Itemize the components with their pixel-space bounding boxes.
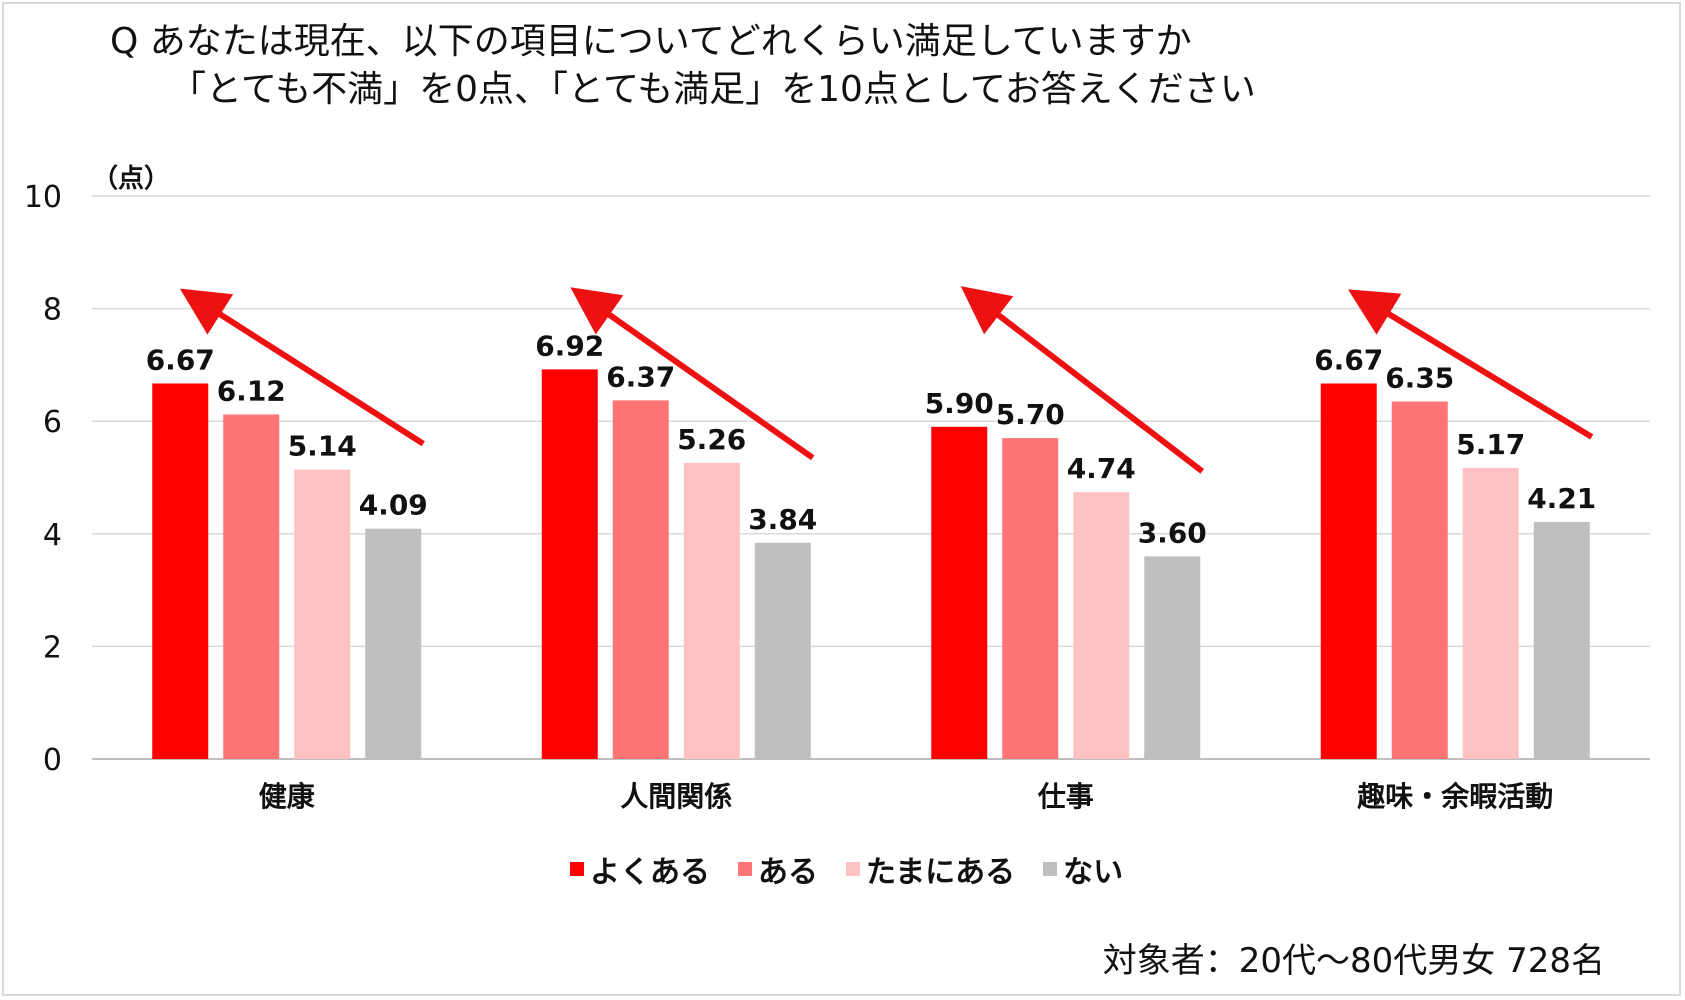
bar-2-2 <box>612 400 669 759</box>
legend-swatch <box>846 862 860 876</box>
chart-title: Q あなたは現在、以下の項目についてどれくらい満足していますか 「とても不満」を… <box>110 18 1256 114</box>
bar-2-1 <box>541 369 598 759</box>
data-label: 6.35 <box>1385 361 1454 394</box>
trend-arrow <box>960 286 1205 474</box>
data-label: 4.21 <box>1527 482 1596 515</box>
legend-label: よくある <box>590 855 710 890</box>
bar-1-3 <box>294 469 351 759</box>
y-tick-label: 2 <box>43 630 62 665</box>
chart-legend: よくある ある たまにある ない <box>570 847 1123 891</box>
data-label: 4.09 <box>359 489 428 522</box>
bar-4-3 <box>1462 467 1519 759</box>
title-line-2: 「とても不満」を0点、「とても満足」を10点としてお答えください <box>170 69 1256 110</box>
data-label: 4.74 <box>1067 452 1136 485</box>
data-label: 6.67 <box>146 343 215 376</box>
legend-swatch <box>1043 862 1058 876</box>
bar-3-1 <box>931 426 988 759</box>
data-label: 5.26 <box>677 423 746 456</box>
title-line-1: Q あなたは現在、以下の項目についてどれくらい満足していますか <box>110 21 1192 62</box>
y-tick-label: 6 <box>43 405 62 440</box>
sample-note: 対象者：20代～80代男女 728名 <box>1102 941 1605 981</box>
data-label: 5.14 <box>288 430 357 463</box>
bar-2-4 <box>754 542 811 759</box>
category-label: 人間関係 <box>620 780 732 813</box>
bar-1-4 <box>365 528 422 759</box>
legend-label: たまにある <box>866 855 1016 890</box>
category-label: 趣味・余暇活動 <box>1357 780 1553 813</box>
bar-3-4 <box>1144 556 1201 759</box>
y-tick-label: 0 <box>43 743 62 778</box>
category-label: 仕事 <box>1037 780 1094 813</box>
legend-item: ない <box>1043 847 1123 891</box>
trend-arrow <box>570 287 815 461</box>
data-label: 5.90 <box>925 387 994 420</box>
bar-3-3 <box>1073 492 1130 759</box>
bar-3-2 <box>1002 438 1059 759</box>
bar-1-2 <box>223 414 280 759</box>
data-label: 3.84 <box>748 503 817 536</box>
y-tick-label: 10 <box>24 180 62 215</box>
legend-swatch <box>738 862 752 876</box>
data-label: 6.67 <box>1314 343 1383 376</box>
legend-item: ある <box>738 847 818 891</box>
data-label: 5.17 <box>1456 428 1525 461</box>
bar-4-1 <box>1320 383 1377 759</box>
y-axis-label: （点） <box>92 163 170 194</box>
y-tick-label: 4 <box>43 518 62 553</box>
data-label: 6.37 <box>606 360 675 393</box>
legend-swatch <box>570 862 584 876</box>
data-label: 5.70 <box>996 398 1065 431</box>
legend-label: ある <box>758 855 818 890</box>
bar-4-4 <box>1533 521 1590 759</box>
bar-1-1 <box>152 383 209 759</box>
data-label: 3.60 <box>1138 516 1207 549</box>
y-tick-label: 8 <box>43 293 62 328</box>
bar-2-3 <box>683 462 740 759</box>
data-label: 6.92 <box>535 329 604 362</box>
bar-4-2 <box>1391 401 1448 759</box>
legend-item: よくある <box>570 847 710 891</box>
legend-label: ない <box>1063 855 1124 890</box>
trend-arrow <box>179 288 425 447</box>
legend-item: たまにある <box>846 847 1015 891</box>
data-label: 6.12 <box>217 374 286 407</box>
category-label: 健康 <box>259 780 316 813</box>
trend-arrow <box>1347 289 1594 440</box>
